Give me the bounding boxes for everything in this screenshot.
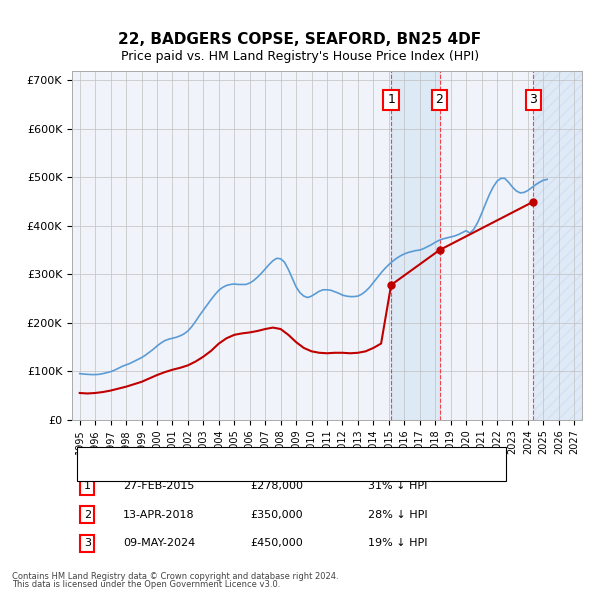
Text: 2: 2: [436, 93, 443, 106]
Text: 19% ↓ HPI: 19% ↓ HPI: [368, 538, 427, 548]
Text: 22, BADGERS COPSE, SEAFORD, BN25 4DF (detached house): 22, BADGERS COPSE, SEAFORD, BN25 4DF (de…: [128, 450, 446, 460]
Text: 27-FEB-2015: 27-FEB-2015: [123, 481, 194, 491]
Text: 1: 1: [84, 481, 91, 491]
Text: 22, BADGERS COPSE, SEAFORD, BN25 4DF: 22, BADGERS COPSE, SEAFORD, BN25 4DF: [118, 32, 482, 47]
Text: 3: 3: [84, 538, 91, 548]
Text: Price paid vs. HM Land Registry's House Price Index (HPI): Price paid vs. HM Land Registry's House …: [121, 50, 479, 63]
Text: £450,000: £450,000: [251, 538, 303, 548]
Text: 28% ↓ HPI: 28% ↓ HPI: [368, 510, 427, 520]
Text: HPI: Average price, detached house, Lewes: HPI: Average price, detached house, Lewe…: [128, 466, 353, 476]
FancyBboxPatch shape: [77, 447, 505, 481]
Text: 13-APR-2018: 13-APR-2018: [123, 510, 194, 520]
Text: 2: 2: [84, 510, 91, 520]
Text: £350,000: £350,000: [251, 510, 303, 520]
Text: 3: 3: [530, 93, 538, 106]
Text: Contains HM Land Registry data © Crown copyright and database right 2024.: Contains HM Land Registry data © Crown c…: [12, 572, 338, 581]
Bar: [533, 71, 582, 419]
Bar: [391, 71, 440, 419]
Text: 31% ↓ HPI: 31% ↓ HPI: [368, 481, 427, 491]
Text: £278,000: £278,000: [251, 481, 304, 491]
Text: This data is licensed under the Open Government Licence v3.0.: This data is licensed under the Open Gov…: [12, 580, 280, 589]
Text: 1: 1: [387, 93, 395, 106]
Text: 09-MAY-2024: 09-MAY-2024: [123, 538, 195, 548]
